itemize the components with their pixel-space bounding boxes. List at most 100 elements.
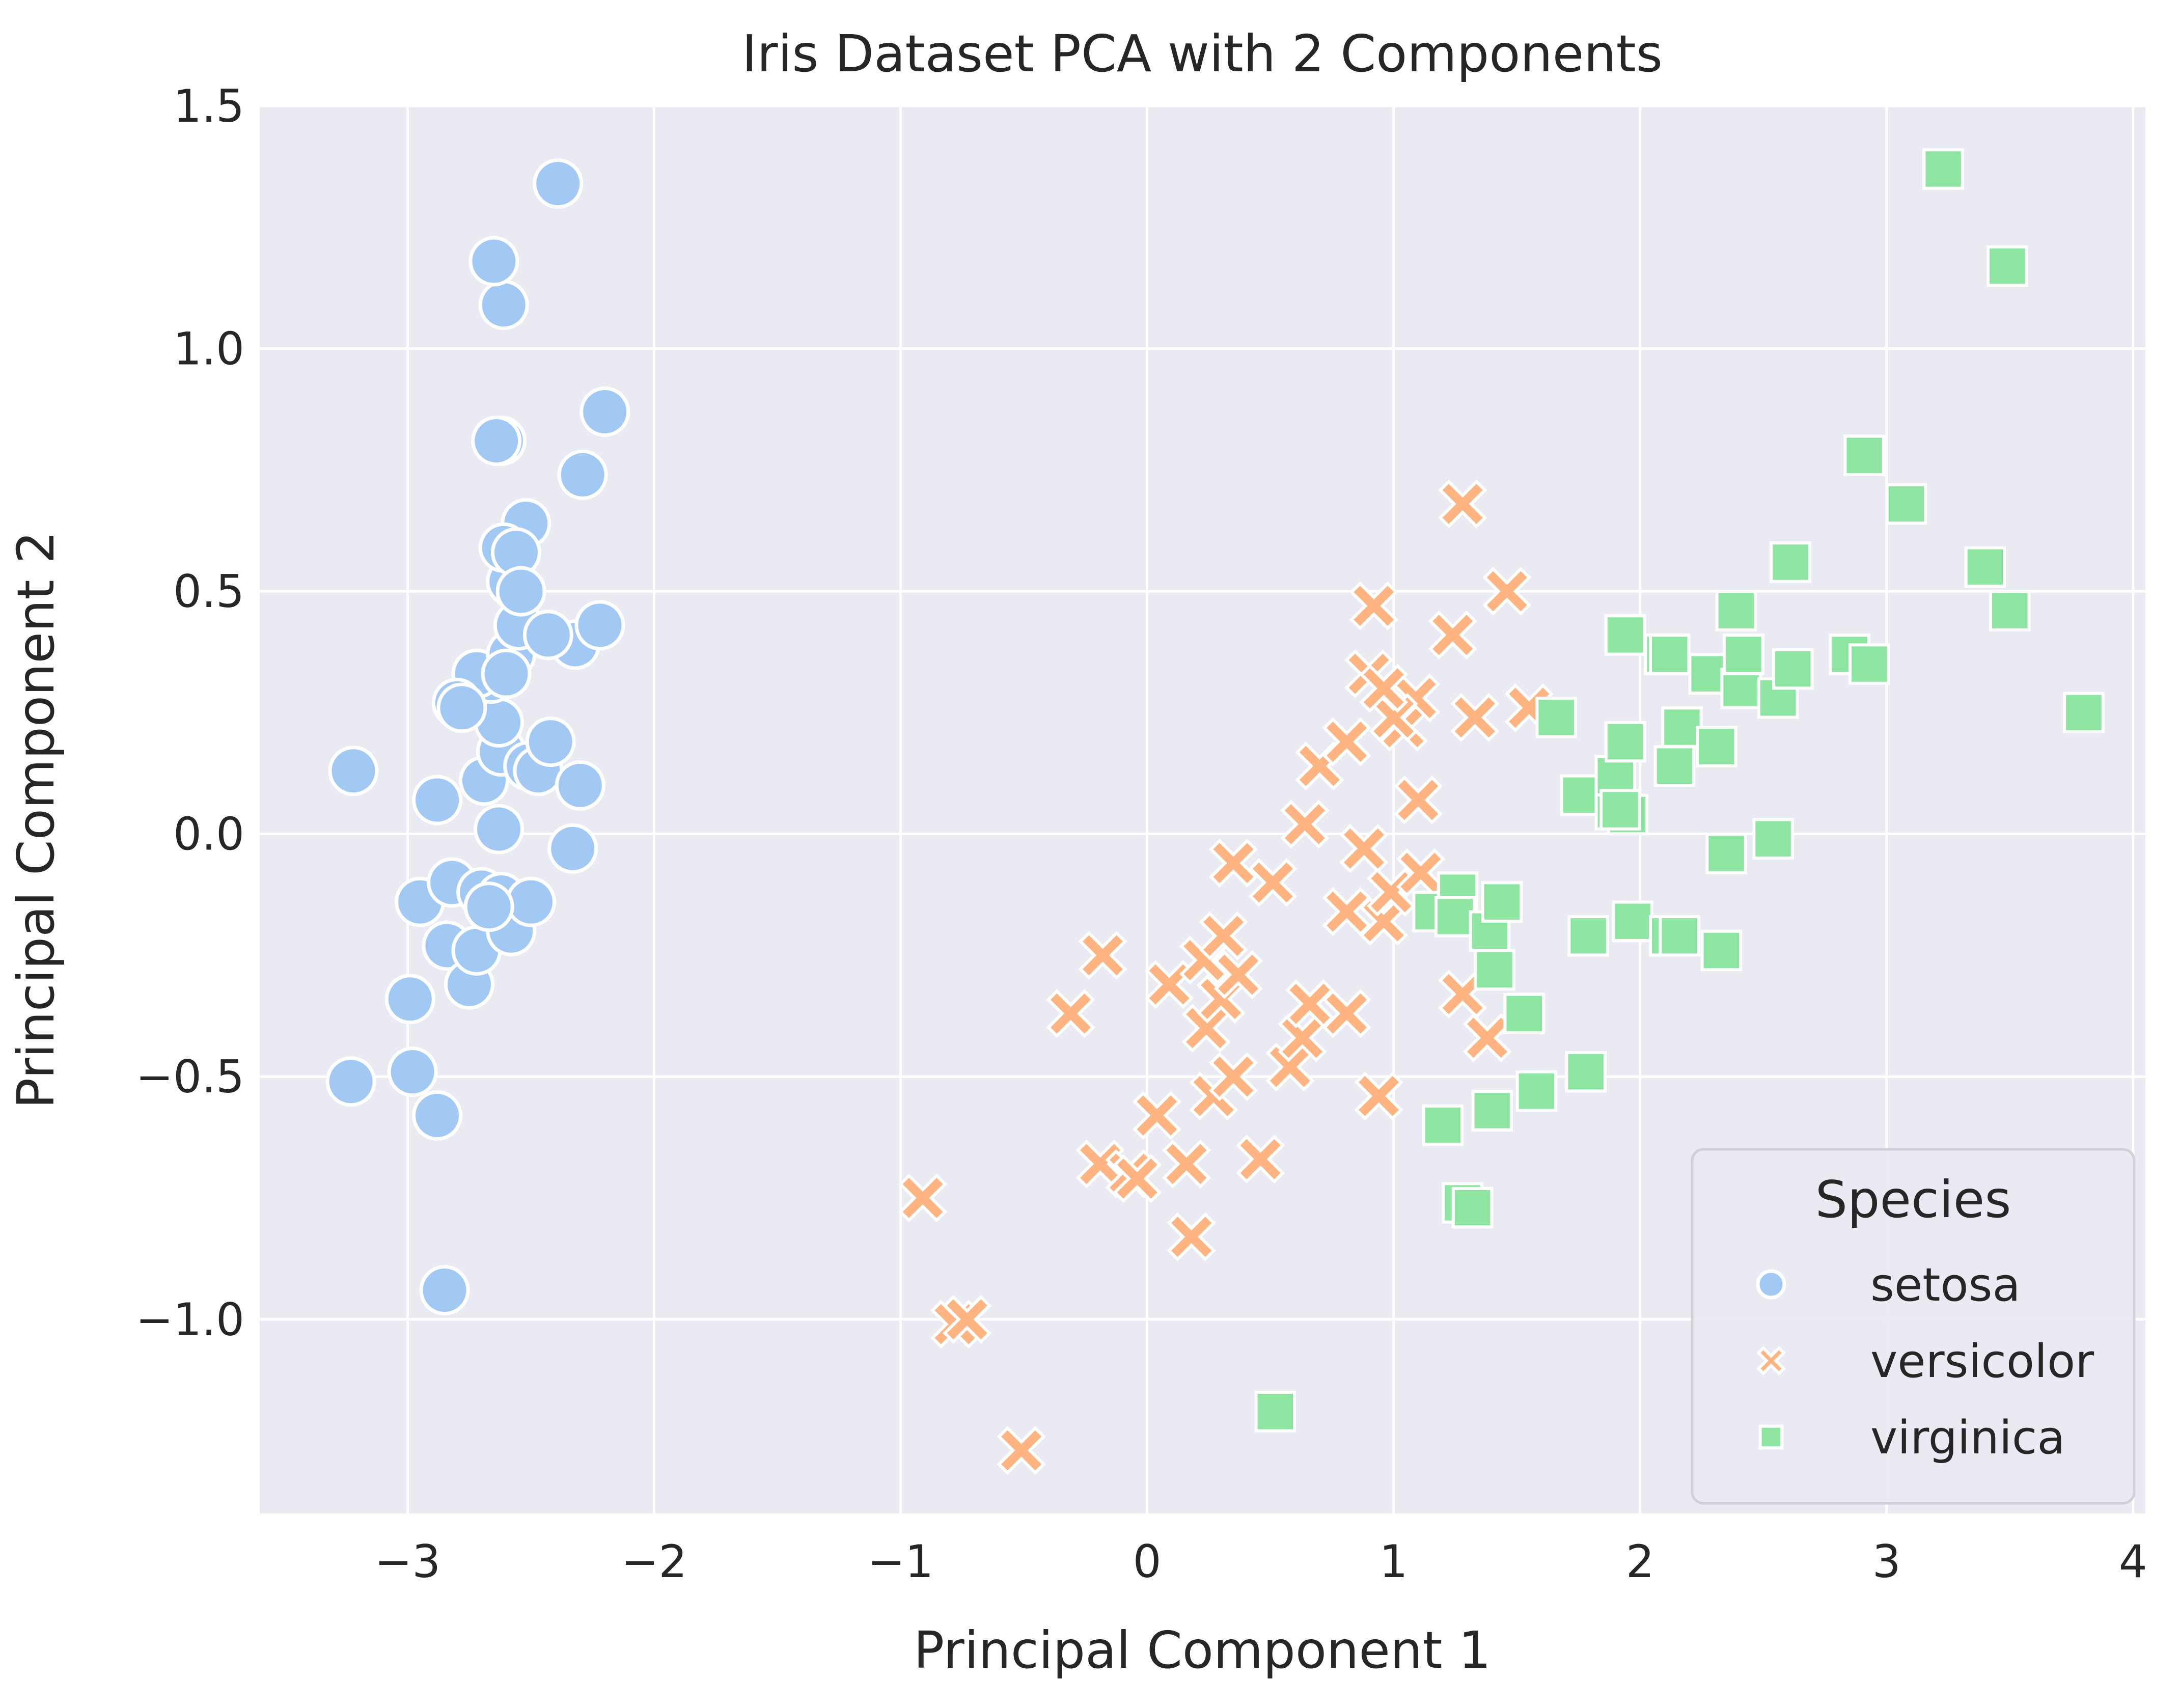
legend-box [1691, 1148, 2136, 1505]
legend-marker-versicolor [1756, 1346, 1786, 1375]
versicolor-point [1438, 479, 1487, 529]
versicolor-point [1209, 838, 1258, 888]
virginica-point [1515, 1070, 1558, 1112]
versicolor-point [1285, 979, 1335, 1029]
x-tick-label: 4 [2119, 1535, 2147, 1588]
versicolor-point [1209, 1052, 1258, 1101]
virginica-point [1565, 1051, 1607, 1093]
versicolor-point [1482, 567, 1532, 616]
virginica-point [1661, 706, 1703, 748]
versicolor-point [1236, 1135, 1285, 1184]
x-tick-label: 0 [1133, 1535, 1162, 1588]
virginica-point [1503, 993, 1545, 1035]
setosa-point [471, 416, 522, 466]
virginica-point [1843, 434, 1885, 476]
virginica-point [1474, 949, 1515, 991]
setosa-point [468, 236, 519, 287]
virginica-point [1560, 774, 1602, 816]
virginica-point [1752, 818, 1794, 860]
versicolor-point [1339, 824, 1389, 873]
virginica-point [1696, 726, 1737, 767]
legend-label-setosa: setosa [1870, 1258, 2021, 1312]
y-tick-label: 0.0 [173, 808, 244, 861]
y-tick-label: 0.5 [173, 565, 244, 618]
versicolor-point [1462, 1013, 1512, 1062]
virginica-point [1700, 929, 1743, 972]
legend-marker-virginica [1758, 1424, 1784, 1450]
virginica-point [1649, 633, 1691, 675]
series-versicolor [898, 479, 1554, 1475]
virginica-point [2063, 692, 2105, 734]
versicolor-point [943, 1294, 992, 1344]
y-tick-label: 1.0 [173, 323, 244, 375]
versicolor-point [1213, 950, 1263, 1000]
y-tick-labels: −1.0 −0.5 0.0 0.5 1.0 1.5 [135, 80, 244, 1346]
virginica-point [1723, 633, 1764, 675]
setosa-point [412, 1090, 463, 1141]
setosa-point [525, 717, 576, 767]
versicolor-point [997, 1426, 1046, 1475]
x-tick-label: −1 [868, 1535, 934, 1588]
virginica-point [1535, 697, 1577, 738]
versicolor-point [1046, 989, 1095, 1038]
versicolor-point [1133, 1091, 1181, 1140]
legend-label-versicolor: versicolor [1870, 1335, 2094, 1388]
virginica-point [1653, 745, 1696, 787]
versicolor-point [1162, 1139, 1211, 1189]
setosa-point [325, 1056, 376, 1107]
virginica-point [1481, 881, 1523, 923]
setosa-point [481, 648, 532, 699]
x-tick-label: −2 [621, 1535, 687, 1588]
virginica-point [1659, 915, 1700, 957]
setosa-point [387, 1046, 438, 1097]
virginica-point [1989, 590, 2031, 631]
virginica-point [1772, 648, 1814, 690]
versicolor-point [1078, 930, 1127, 980]
versicolor-point [1394, 775, 1443, 824]
versicolor-point [1167, 1212, 1216, 1261]
setosa-point [557, 449, 608, 500]
versicolor-point [898, 1173, 948, 1223]
y-tick-label: 1.5 [173, 80, 244, 132]
virginica-point [1567, 915, 1609, 957]
setosa-point [412, 775, 463, 825]
y-tick-label: −0.5 [135, 1051, 244, 1103]
setosa-point [574, 600, 625, 651]
y-axis-label: Principal Component 2 [6, 531, 66, 1109]
setosa-point [436, 682, 487, 733]
series-virginica [1254, 148, 2105, 1432]
x-tick-label: 1 [1379, 1535, 1408, 1588]
legend-marker-setosa [1756, 1269, 1786, 1300]
x-axis-label: Principal Component 1 [914, 1620, 1491, 1680]
virginica-point [1770, 541, 1811, 583]
virginica-point [1434, 895, 1476, 938]
virginica-point [1715, 590, 1757, 631]
versicolor-point [1354, 1071, 1403, 1121]
setosa-point [495, 566, 546, 617]
versicolor-point [1113, 1154, 1162, 1203]
setosa-point [328, 746, 379, 796]
virginica-point [1604, 614, 1646, 656]
virginica-point [1422, 1104, 1464, 1146]
virginica-point [1986, 245, 2028, 287]
legend: Species setosa versicolor virginica [1691, 1148, 2136, 1505]
versicolor-point [1278, 1013, 1327, 1062]
virginica-point [1254, 1391, 1296, 1432]
setosa-point [463, 881, 514, 932]
virginica-point [1451, 1187, 1494, 1229]
virginica-point [1885, 483, 1927, 525]
chart-title: Iris Dataset PCA with 2 Components [742, 24, 1663, 84]
versicolor-point [1280, 800, 1330, 849]
virginica-point [1964, 546, 2006, 588]
versicolor-point [1199, 911, 1248, 960]
setosa-point [547, 823, 598, 874]
versicolor-point [1322, 887, 1371, 936]
virginica-point [1848, 643, 1890, 685]
virginica-point [1612, 900, 1653, 942]
setosa-point [419, 1265, 470, 1316]
x-tick-label: −3 [375, 1535, 441, 1588]
x-tick-label: 3 [1872, 1535, 1901, 1588]
virginica-point [1705, 833, 1747, 874]
y-tick-label: −1.0 [135, 1293, 244, 1346]
